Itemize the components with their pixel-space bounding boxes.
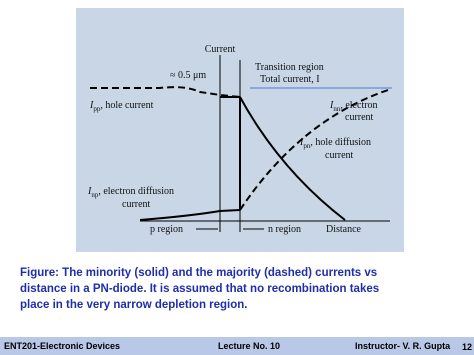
label: p region <box>150 224 183 235</box>
ipn-curve <box>239 96 346 221</box>
footer-bar <box>0 337 474 355</box>
diagram: Current ≈ 0.5 μm Transition region Total… <box>87 44 392 235</box>
label: Current <box>205 44 236 55</box>
page-number: 12 <box>462 342 472 352</box>
inn-curve <box>239 89 389 211</box>
inp-curve <box>139 209 241 221</box>
label: ≈ 0.5 μm <box>170 70 206 81</box>
caption: distance in a PN-diode. It is assumed th… <box>20 283 379 295</box>
label: current <box>345 112 374 123</box>
footer-instructor: Instructor- V. R. Gupta <box>355 341 451 351</box>
caption: Figure: The minority (solid) and the maj… <box>20 267 377 279</box>
caption: place in the very narrow depletion regio… <box>20 299 248 311</box>
label: Inn, electron <box>329 100 378 113</box>
label: Transition region <box>255 62 324 73</box>
label: Ipp, hole current <box>89 100 154 113</box>
footer-lecture: Lecture No. 10 <box>218 341 280 351</box>
label: Inp, electron diffusion <box>87 186 174 199</box>
label: Total current, I <box>260 74 320 85</box>
label: n region <box>268 224 301 235</box>
hole-current <box>90 86 241 98</box>
label: current <box>122 199 151 210</box>
footer-course: ENT201-Electronic Devices <box>4 341 120 351</box>
label: Distance <box>326 224 362 235</box>
label: current <box>325 150 354 161</box>
label: Ipn, hole diffusion <box>299 137 371 150</box>
